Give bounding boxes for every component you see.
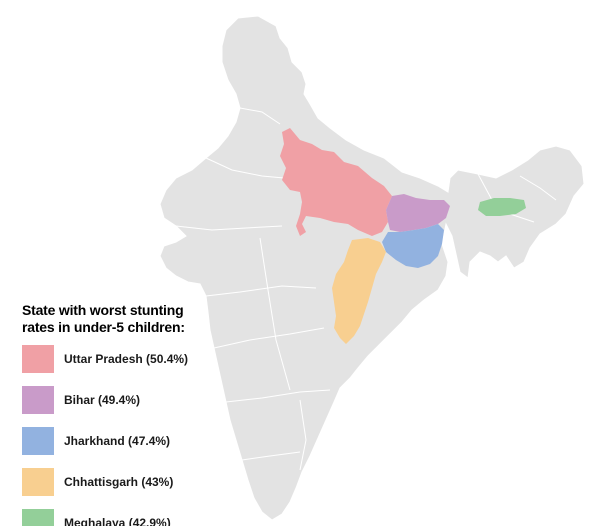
- legend-title-line2: rates in under-5 children:: [22, 319, 185, 335]
- state-meghalaya: [478, 198, 526, 216]
- legend-title: State with worst stunting rates in under…: [22, 302, 222, 336]
- legend-label: Meghalaya (42.9%): [64, 516, 171, 526]
- legend-swatch: [22, 386, 54, 414]
- state-bihar: [386, 194, 450, 232]
- legend-label: Chhattisgarh (43%): [64, 475, 174, 489]
- legend-item: Bihar (49.4%): [22, 386, 222, 414]
- legend-item: Meghalaya (42.9%): [22, 509, 222, 526]
- map-legend: State with worst stunting rates in under…: [22, 302, 222, 526]
- legend-swatch: [22, 468, 54, 496]
- legend-swatch: [22, 345, 54, 373]
- legend-item: Uttar Pradesh (50.4%): [22, 345, 222, 373]
- state-borders: [175, 107, 557, 471]
- state-jharkhand: [382, 224, 444, 268]
- state-chhattisgarh: [332, 238, 386, 344]
- legend-swatch: [22, 509, 54, 526]
- legend-items: Uttar Pradesh (50.4%) Bihar (49.4%) Jharkh…: [22, 345, 222, 526]
- legend-label: Jharkhand (47.4%): [64, 434, 171, 448]
- state-uttar-pradesh: [280, 128, 392, 236]
- legend-item: Chhattisgarh (43%): [22, 468, 222, 496]
- legend-label: Uttar Pradesh (50.4%): [64, 352, 189, 366]
- legend-swatch: [22, 427, 54, 455]
- legend-item: Jharkhand (47.4%): [22, 427, 222, 455]
- legend-title-line1: State with worst stunting: [22, 302, 184, 318]
- legend-label: Bihar (49.4%): [64, 393, 141, 407]
